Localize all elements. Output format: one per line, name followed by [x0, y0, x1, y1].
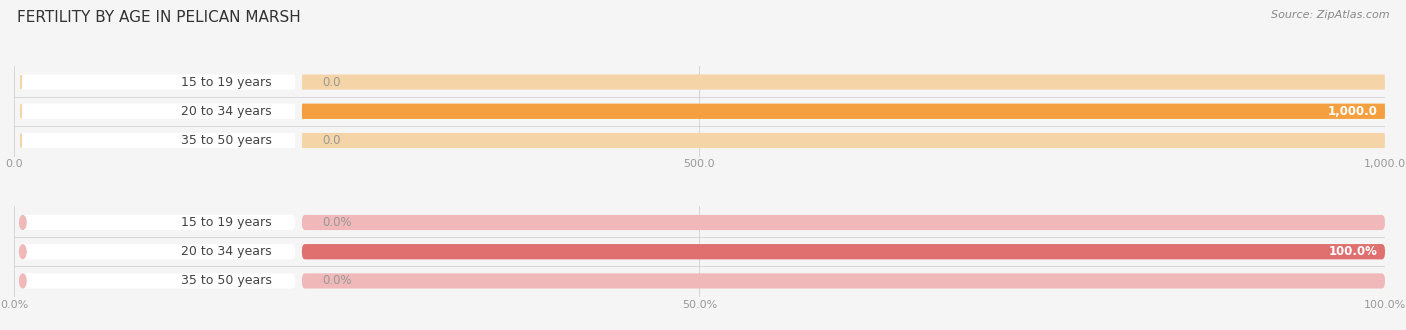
Text: 15 to 19 years: 15 to 19 years — [181, 76, 271, 88]
FancyBboxPatch shape — [21, 75, 295, 90]
Circle shape — [20, 274, 27, 288]
Text: 0.0%: 0.0% — [322, 216, 352, 229]
Text: 15 to 19 years: 15 to 19 years — [181, 216, 271, 229]
FancyBboxPatch shape — [302, 215, 1385, 230]
FancyBboxPatch shape — [21, 215, 295, 230]
Text: 0.0: 0.0 — [322, 134, 342, 147]
Text: 0.0: 0.0 — [322, 76, 342, 88]
Text: FERTILITY BY AGE IN PELICAN MARSH: FERTILITY BY AGE IN PELICAN MARSH — [17, 10, 301, 25]
FancyBboxPatch shape — [21, 104, 295, 119]
FancyBboxPatch shape — [21, 273, 295, 288]
Text: 0.0%: 0.0% — [322, 275, 352, 287]
Text: 35 to 50 years: 35 to 50 years — [181, 134, 271, 147]
Text: 1,000.0: 1,000.0 — [1329, 105, 1378, 118]
FancyBboxPatch shape — [21, 244, 295, 259]
Text: Source: ZipAtlas.com: Source: ZipAtlas.com — [1271, 10, 1389, 20]
FancyBboxPatch shape — [302, 244, 1385, 259]
FancyBboxPatch shape — [302, 133, 1385, 148]
FancyBboxPatch shape — [302, 244, 1385, 259]
Circle shape — [20, 215, 27, 229]
Text: 35 to 50 years: 35 to 50 years — [181, 275, 271, 287]
Text: 100.0%: 100.0% — [1329, 245, 1378, 258]
FancyBboxPatch shape — [302, 75, 1385, 90]
FancyBboxPatch shape — [21, 133, 295, 148]
FancyBboxPatch shape — [302, 104, 1385, 119]
FancyBboxPatch shape — [302, 273, 1385, 288]
Circle shape — [20, 245, 27, 258]
Text: 20 to 34 years: 20 to 34 years — [181, 105, 271, 118]
Text: 20 to 34 years: 20 to 34 years — [181, 245, 271, 258]
FancyBboxPatch shape — [302, 104, 1385, 119]
